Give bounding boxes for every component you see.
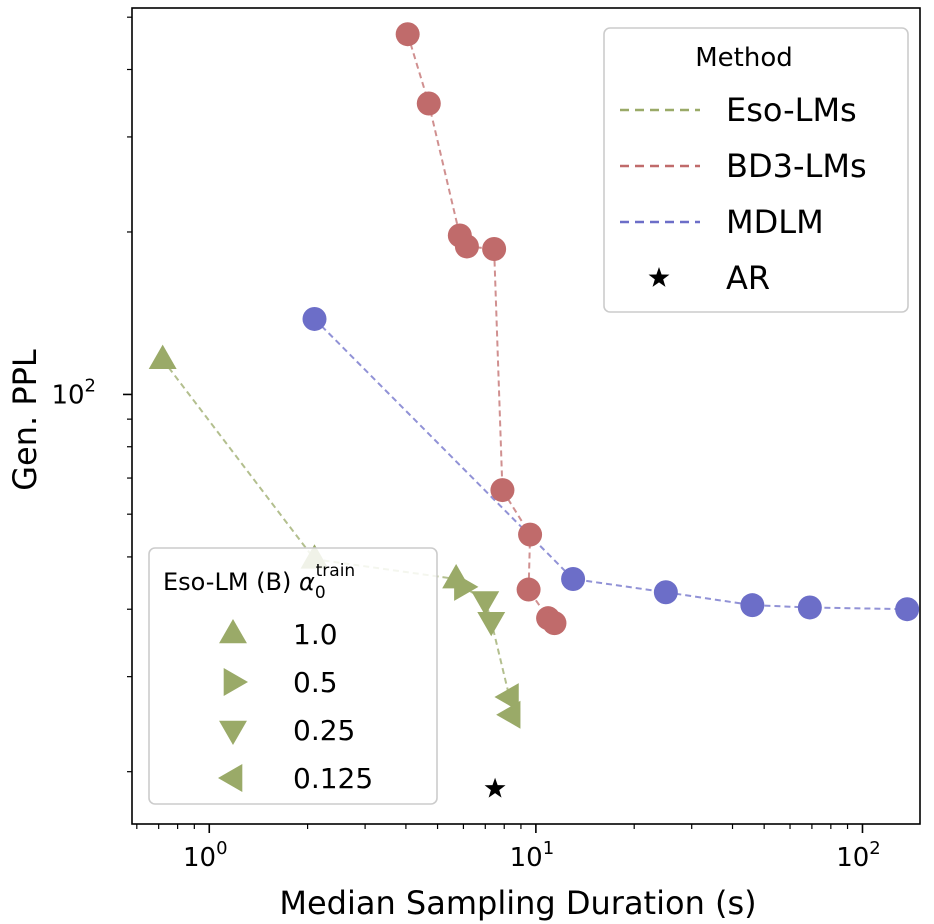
plot-area	[148, 22, 920, 798]
legend-label-ar: AR	[726, 259, 770, 297]
x-tick-label: 102	[836, 838, 881, 873]
legend-eso-marker-1-0	[219, 619, 247, 644]
legend-eso-title-prefix: Eso-LM (B)	[163, 568, 299, 596]
legend-method-title: Method	[695, 43, 793, 73]
y-tick-exponent: 2	[85, 375, 96, 396]
point-bd3-lms-2	[416, 91, 441, 116]
point-mdlm-6	[895, 597, 920, 622]
legend-eso-box	[148, 547, 438, 805]
x-tick-exponent: 1	[543, 838, 554, 859]
legends: Method Eso-LMs BD3-LMs MDLM AR Eso-LM (B) α0t…	[148, 27, 909, 805]
legend-eso-marker-0-125	[218, 764, 243, 792]
point-ar-1	[484, 777, 506, 798]
legend-eso-label-0-125: 0.125	[293, 762, 373, 795]
point-bd3-lms-4	[454, 234, 479, 259]
legend-label-eso-lms: Eso-LMs	[726, 91, 857, 129]
point-eso-lms-5	[471, 591, 500, 616]
point-bd3-lms-1	[395, 22, 420, 47]
y-tick-label: 102	[51, 375, 96, 410]
legend-swatch-ar	[648, 267, 670, 287]
point-mdlm-2	[561, 567, 586, 592]
x-tick-label: 100	[183, 838, 228, 873]
legend-method-box	[603, 27, 909, 313]
legend-label-mdlm: MDLM	[726, 203, 824, 241]
point-bd3-lms-8	[516, 577, 541, 602]
series-line-bd3-lms	[406, 33, 556, 624]
point-bd3-lms-7	[518, 522, 543, 547]
legend-eso-title-symbol: α	[299, 568, 315, 596]
legend-eso-title-sup: train	[316, 561, 356, 581]
legend-eso-marker-0-5	[223, 668, 248, 696]
legend-eso-marker-0-25	[219, 720, 247, 745]
point-mdlm-3	[653, 580, 678, 605]
legend-label-bd3-lms: BD3-LMs	[726, 147, 867, 185]
point-mdlm-4	[740, 593, 765, 618]
point-eso-lms-4	[454, 572, 479, 601]
point-bd3-lms-6	[490, 478, 515, 503]
legend-eso-label-1-0: 1.0	[293, 618, 338, 651]
x-tick-exponent: 2	[869, 838, 880, 859]
legend-eso-label-0-25: 0.25	[293, 714, 355, 747]
point-eso-lms-8	[496, 700, 521, 729]
point-mdlm-1	[302, 306, 327, 331]
point-eso-lms-7	[494, 683, 519, 711]
point-eso-lms-1	[148, 344, 177, 369]
x-tick-exponent: 0	[216, 838, 227, 859]
legend-eso-title: Eso-LM (B) α0train	[163, 561, 355, 603]
plot-frame	[131, 7, 921, 825]
point-mdlm-5	[797, 595, 822, 620]
point-bd3-lms-10	[542, 611, 567, 636]
legend-eso-label-0-5: 0.5	[293, 666, 338, 699]
point-bd3-lms-5	[482, 236, 507, 261]
y-axis-label: Gen. PPL	[6, 349, 44, 491]
point-eso-lms-6	[477, 611, 506, 637]
x-axis-label: Median Sampling Duration (s)	[279, 884, 756, 922]
x-tick-label: 101	[510, 838, 555, 873]
legend-eso-title-sub: 0	[315, 583, 326, 603]
